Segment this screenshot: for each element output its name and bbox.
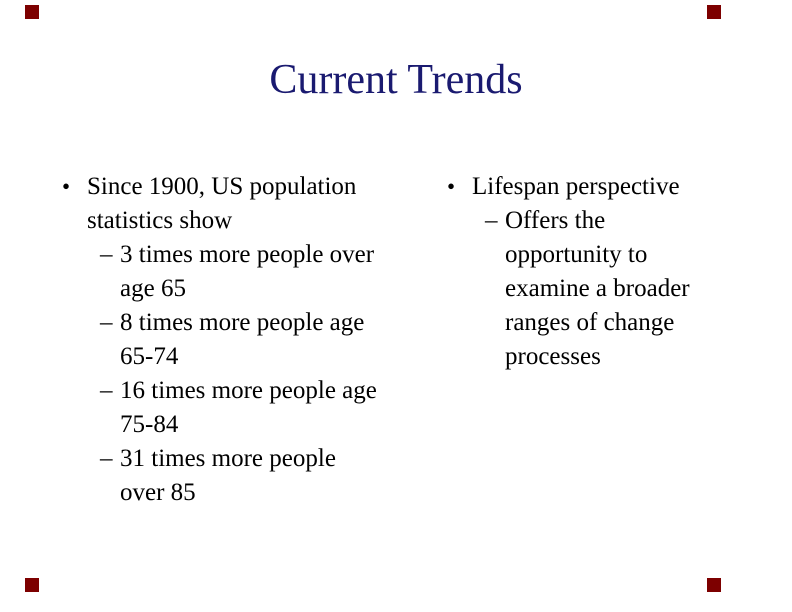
sub-bullet-text: Offers the opportunity to examine a broa… [505,207,690,370]
dash-icon: – [100,241,113,268]
dash-icon: – [100,309,113,336]
corner-square-bottom-right-icon [707,578,721,592]
bullet-icon: • [447,174,456,199]
bullet-item: • Lifespan perspective [447,170,757,204]
sub-bullet-item: – 3 times more people over age 65 [100,238,447,306]
bullet-icon: • [62,174,71,199]
corner-square-top-right-icon [707,5,721,19]
bullet-text: Lifespan perspective [472,173,680,200]
slide-body: • Since 1900, US population statistics s… [62,170,782,510]
sub-bullet-item: – 16 times more people age 75-84 [100,374,447,442]
slide-title: Current Trends [269,57,523,103]
sub-bullet-text: 3 times more people over age 65 [120,241,375,302]
sub-bullet-item: – 8 times more people age 65-74 [100,306,447,374]
corner-square-top-left-icon [25,5,39,19]
sub-bullet-item: – Offers the opportunity to examine a br… [485,204,757,374]
dash-icon: – [485,207,498,234]
sub-bullet-text: 16 times more people age 75-84 [120,377,377,438]
sub-bullet-text: 31 times more people over 85 [120,445,336,506]
dash-icon: – [100,377,113,404]
sub-bullet-text: 8 times more people age 65-74 [120,309,365,370]
dash-icon: – [100,445,113,472]
corner-square-bottom-left-icon [25,578,39,592]
bullet-item: • Since 1900, US population statistics s… [62,170,447,238]
sub-bullet-item: – 31 times more people over 85 [100,442,447,510]
left-column: • Since 1900, US population statistics s… [62,170,447,510]
right-column: • Lifespan perspective – Offers the oppo… [447,170,757,374]
bullet-text: Since 1900, US population statistics sho… [87,173,357,234]
